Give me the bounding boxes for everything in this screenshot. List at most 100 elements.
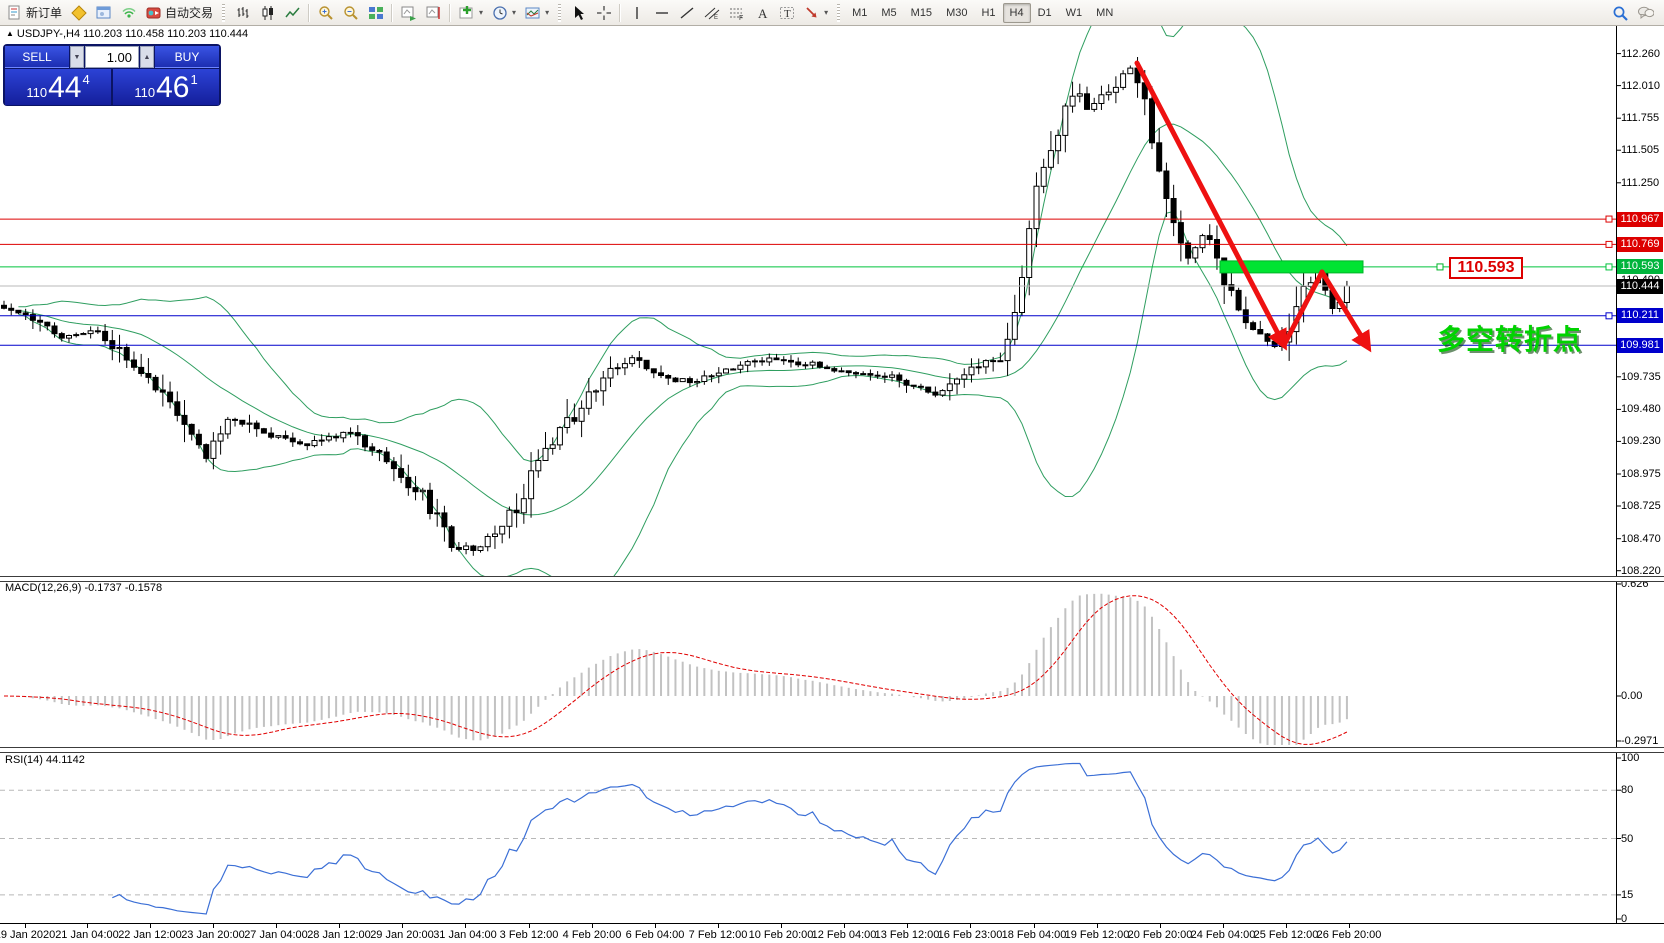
one-click-trading-panel: SELL ▼ 1.00 ▲ BUY 110 44 4 110 46 1	[3, 44, 221, 106]
collapse-icon[interactable]: ▲	[6, 29, 14, 38]
line-chart-button[interactable]	[280, 2, 305, 24]
price-tick-label: 111.505	[1621, 144, 1660, 157]
time-axis-label: 31 Jan 04:00	[433, 929, 497, 941]
time-axis-tick	[87, 924, 88, 928]
arrows-icon	[803, 4, 820, 21]
vertical-line-button[interactable]	[624, 2, 649, 24]
timeframe-m15-button[interactable]: M15	[904, 3, 939, 23]
buy-price-main: 46	[156, 71, 190, 104]
bar-chart-button[interactable]	[230, 2, 255, 24]
chevron-down-icon[interactable]: ▾	[824, 8, 829, 17]
timeframe-h1-button[interactable]: H1	[974, 3, 1002, 23]
periods-button[interactable]: ▾	[487, 2, 520, 24]
horizontal-line-button[interactable]	[649, 2, 674, 24]
search-button[interactable]	[1608, 2, 1633, 24]
autotrade-button[interactable]: 自动交易	[141, 2, 217, 24]
toolbar-separator	[449, 3, 452, 22]
chat-button[interactable]	[1633, 2, 1658, 24]
toolbar: 新订单 自动交易 ▾ ▾ ▾ E F A T ▾ M1 M5 M15 M30 H1 H4 D1 W1 MN	[0, 0, 1664, 26]
time-axis-label: 25 Feb 12:00	[1253, 929, 1319, 941]
signals-button[interactable]	[116, 2, 141, 24]
time-axis-tick	[844, 924, 845, 928]
rsi-tick-label: 50	[1621, 832, 1634, 845]
sell-button[interactable]: SELL	[5, 46, 69, 68]
timeframe-w1-button[interactable]: W1	[1059, 3, 1090, 23]
volume-input[interactable]: 1.00	[85, 46, 139, 68]
rsi-tick-label: 15	[1621, 888, 1634, 901]
time-axis-label: 26 Feb 20:00	[1316, 929, 1382, 941]
marketwatch-button[interactable]	[66, 2, 91, 24]
window-icon	[95, 4, 112, 21]
time-axis: 19 Jan 2020 21 Jan 04:00 22 Jan 12:00 23 Ja…	[0, 923, 1664, 943]
time-axis-tick	[150, 924, 151, 928]
chevron-down-icon[interactable]: ▾	[479, 8, 484, 17]
buy-price-pip: 1	[190, 72, 198, 87]
arrows-button[interactable]: ▾	[799, 2, 832, 24]
text-button[interactable]: A	[749, 2, 774, 24]
macd-splitter[interactable]	[0, 576, 1664, 582]
price-flag-109.981: 109.981	[1617, 337, 1663, 353]
svg-text:E: E	[714, 15, 718, 21]
cursor-button[interactable]	[566, 2, 591, 24]
time-axis-tick	[907, 924, 908, 928]
rsi-splitter[interactable]	[0, 747, 1664, 753]
buy-button[interactable]: BUY	[155, 46, 219, 68]
zoom-out-button[interactable]	[338, 2, 363, 24]
trendline-button[interactable]	[674, 2, 699, 24]
chart-shift-button[interactable]	[421, 2, 446, 24]
text-icon: A	[753, 4, 770, 21]
timeframe-m5-button[interactable]: M5	[874, 3, 903, 23]
timeframe-m1-button[interactable]: M1	[845, 3, 874, 23]
channel-button[interactable]: E	[699, 2, 724, 24]
fibonacci-button[interactable]: F	[724, 2, 749, 24]
zoom-in-button[interactable]	[313, 2, 338, 24]
tile-windows-button[interactable]	[363, 2, 388, 24]
time-axis-label: 12 Feb 04:00	[811, 929, 877, 941]
time-axis-label: 23 Jan 20:00	[181, 929, 245, 941]
buy-price-button[interactable]: 110 46 1	[113, 69, 219, 105]
rsi-tick-label: 0	[1621, 913, 1628, 925]
templates-button[interactable]: ▾	[520, 2, 553, 24]
toolbar-separator	[391, 3, 394, 22]
time-axis-label: 18 Feb 04:00	[1001, 929, 1067, 941]
time-axis-label: 7 Feb 12:00	[688, 929, 748, 941]
toolbar-separator	[619, 3, 622, 22]
timeframe-h4-button[interactable]: H4	[1002, 2, 1031, 23]
price-tick-label: 108.470	[1621, 532, 1661, 545]
time-axis-tick	[1286, 924, 1287, 928]
template-icon	[524, 4, 541, 21]
price-tick-label: 109.480	[1621, 403, 1661, 416]
time-axis-label: 19 Jan 2020	[0, 929, 56, 941]
price-tick-label: 112.010	[1621, 79, 1660, 92]
volume-down-button[interactable]: ▼	[70, 46, 84, 68]
time-axis-label: 20 Feb 20:00	[1127, 929, 1193, 941]
search-icon	[1612, 5, 1629, 22]
crosshair-icon	[595, 4, 612, 21]
price-callout[interactable]: 110.593	[1449, 257, 1523, 279]
channel-icon: E	[703, 4, 720, 21]
label-icon: T	[778, 4, 795, 21]
time-axis-tick	[1349, 924, 1350, 928]
sell-price-prefix: 110	[26, 85, 48, 100]
timeframe-d1-button[interactable]: D1	[1031, 3, 1059, 23]
label-button[interactable]: T	[774, 2, 799, 24]
chevron-down-icon[interactable]: ▾	[545, 8, 550, 17]
zoom-out-icon	[342, 4, 359, 21]
new-order-button[interactable]: 新订单	[2, 2, 66, 24]
data-window-button[interactable]	[91, 2, 116, 24]
sell-price-button[interactable]: 110 44 4	[5, 69, 111, 105]
annotation-text[interactable]: 多空转折点	[1437, 324, 1583, 355]
time-axis-label: 24 Feb 04:00	[1190, 929, 1256, 941]
volume-up-button[interactable]: ▲	[140, 46, 154, 68]
autoscroll-button[interactable]	[396, 2, 421, 24]
timeframe-m30-button[interactable]: M30	[939, 3, 974, 23]
time-axis-tick	[970, 924, 971, 928]
chevron-down-icon[interactable]: ▾	[512, 8, 517, 17]
timeframe-mn-button[interactable]: MN	[1089, 3, 1120, 23]
candlestick-button[interactable]	[255, 2, 280, 24]
crosshair-button[interactable]	[591, 2, 616, 24]
time-axis-label: 16 Feb 23:00	[937, 929, 1003, 941]
macd-tick-label: -0.2971	[1621, 735, 1659, 747]
indicators-button[interactable]: ▾	[454, 2, 487, 24]
